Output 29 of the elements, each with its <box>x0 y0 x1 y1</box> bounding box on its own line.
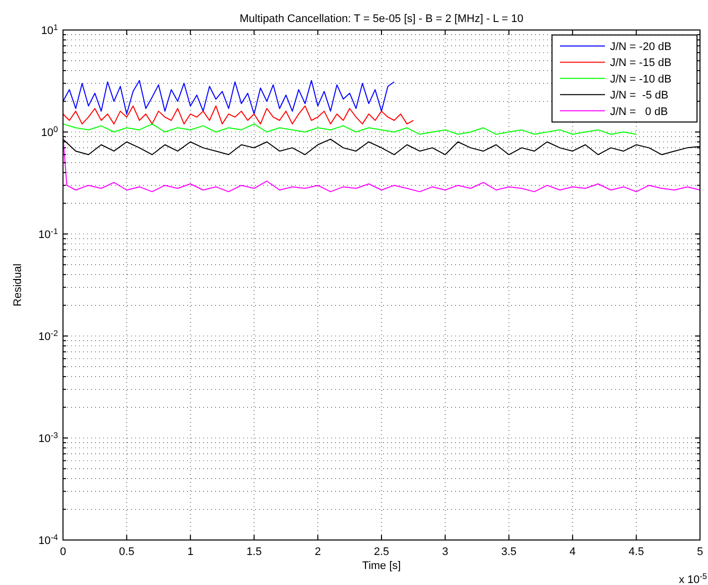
legend-label: J/N = -15 dB <box>610 57 672 70</box>
x-tick-label: 1 <box>187 546 194 558</box>
legend-label: J/N = -10 dB <box>610 73 672 86</box>
y-tick-label: 10$^{-4}$ <box>38 532 58 547</box>
y-tick-label: 10$^{0}$ <box>41 124 58 139</box>
y-axis-title: Residual <box>12 264 24 306</box>
line-series <box>62 80 395 115</box>
x-tick-label: 2.5 <box>374 546 390 558</box>
text: x 10$^{-5}$ <box>678 572 708 585</box>
chart-title: Multipath Cancellation: T = 5e-05 [s] - B = 2 [MHz] - L = 10 <box>240 13 524 25</box>
x-tick-label: 5 <box>696 546 704 558</box>
y-tick-label: 10$^{-3}$ <box>38 430 58 445</box>
legend-label: J/N = -5 dB <box>610 90 668 102</box>
y-tick-label: 10$^{-2}$ <box>38 328 58 343</box>
line-series <box>62 105 414 124</box>
x-tick-label: 4 <box>570 546 576 558</box>
y-tick-label: 10$^{1}$ <box>41 22 58 37</box>
y-tick-label: 10$^{-1}$ <box>38 226 58 241</box>
x-tick-label: 2 <box>314 546 321 558</box>
x-tick-label: 0.5 <box>119 546 134 558</box>
x-tick-label: 3 <box>442 546 448 558</box>
x-tick-label: 4.5 <box>628 546 644 558</box>
x-tick-label: 3.5 <box>501 546 517 558</box>
x-tick-label: 0 <box>60 546 66 558</box>
legend-label: J/N = -20 dB <box>610 41 672 53</box>
x-axis-title: Time [s] <box>362 560 401 572</box>
legend-label: J/N = 0 dB <box>610 106 668 118</box>
x-tick-label: 1.5 <box>246 546 262 558</box>
line-series <box>62 123 637 135</box>
